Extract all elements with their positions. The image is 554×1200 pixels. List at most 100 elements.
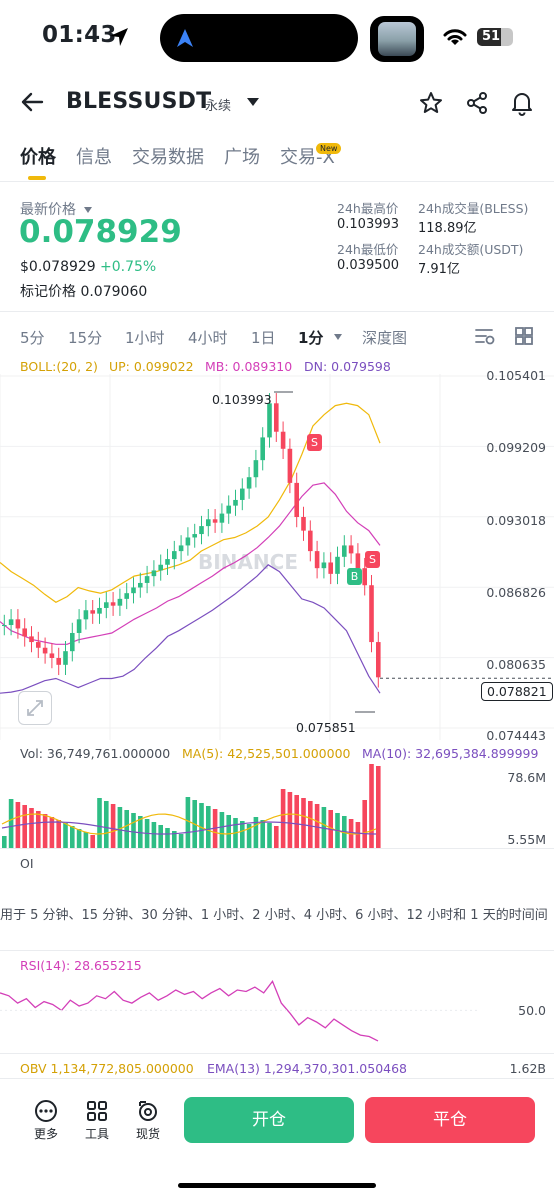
candle-up [117, 598, 123, 606]
candle-up [185, 537, 191, 546]
candle-up [138, 582, 143, 588]
volume-label: Vol: 36,749,761.000000 [20, 746, 171, 761]
indicator-settings-icon[interactable] [474, 326, 496, 346]
tools-label[interactable]: 工具 [84, 1127, 109, 1141]
volume-bar [138, 816, 143, 848]
tab-price[interactable]: 价格 [20, 147, 56, 168]
volume-bar [56, 820, 61, 848]
volume-bar [185, 797, 191, 848]
mark-price: 标记价格 0.079060 [20, 284, 148, 300]
rsi-line [0, 979, 379, 1042]
tab-info[interactable]: 信息 [76, 147, 112, 168]
volume-bar [76, 829, 82, 848]
volume-bar [178, 834, 184, 848]
boll-lower-line [0, 564, 381, 694]
obv-ema: EMA(13) 1,294,370,301.050468 [207, 1061, 408, 1076]
volume-bar [246, 824, 252, 848]
spot-label[interactable]: 现货 [135, 1127, 160, 1141]
rsi-chart [0, 979, 480, 1042]
candle-up [131, 587, 136, 594]
close-position-button[interactable]: 平仓 [365, 1097, 535, 1143]
tab-square[interactable]: 广场 [224, 147, 260, 168]
volume-bar [70, 826, 75, 848]
candle-down [355, 553, 361, 569]
volume-bar [206, 806, 211, 848]
volume-bar [314, 804, 320, 848]
sell-signal: S [365, 551, 380, 568]
candle-down [36, 642, 41, 648]
more-label[interactable]: 更多 [33, 1127, 58, 1141]
tf-4h[interactable]: 4小时 [188, 329, 228, 347]
spot-icon[interactable] [136, 1099, 160, 1123]
caret-down-icon[interactable] [333, 333, 343, 341]
vol-24h-label: 24h成交量(BLESS) [418, 201, 529, 216]
location-arrow-icon [110, 28, 128, 46]
boll-mb: MB: 0.089310 [205, 359, 293, 374]
new-badge: New [316, 143, 342, 154]
oi-label: OI [20, 856, 34, 871]
tab-trading-data[interactable]: 交易数据 [132, 147, 204, 168]
candle-up [151, 570, 157, 577]
price-change: +0.75% [100, 259, 157, 275]
chart-low-label: 0.075851 [296, 720, 356, 735]
volume-bar [219, 812, 225, 848]
candle-up [335, 556, 340, 574]
volume-bar [90, 835, 95, 848]
candle-up [8, 619, 14, 626]
fullscreen-button[interactable] [18, 691, 52, 725]
header-divider [0, 181, 554, 182]
candle-down [22, 628, 27, 637]
candle-down [212, 519, 218, 523]
tf-1d[interactable]: 1日 [251, 329, 276, 347]
volume-bar [49, 817, 55, 848]
oi-divider [0, 950, 554, 951]
tf-depth[interactable]: 深度图 [362, 329, 408, 347]
volume-bar [280, 789, 286, 848]
candle-up [199, 526, 204, 535]
home-indicator [178, 1183, 376, 1188]
volume-divider [0, 848, 554, 849]
current-price-tag: 0.078821 [481, 682, 553, 701]
symbol-title[interactable]: BLESSUSDT [66, 89, 212, 114]
volume-bar [274, 826, 279, 848]
bell-icon[interactable] [510, 90, 534, 116]
high-24h-value: 0.103993 [337, 217, 400, 232]
tf-1m[interactable]: 1分 [298, 329, 324, 347]
volume-bar [36, 811, 41, 848]
price-axis-label: 0.086826 [486, 585, 546, 600]
candle-up [70, 632, 75, 652]
candle-up [178, 545, 184, 552]
price-divider [0, 311, 554, 312]
volume-bar [301, 798, 306, 848]
open-position-button[interactable]: 开仓 [184, 1097, 354, 1143]
more-icon[interactable] [34, 1099, 58, 1123]
candle-down [348, 545, 354, 554]
volume-bar [362, 800, 367, 848]
tab-bar: 价格 信息 交易数据 广场 交易-X [20, 143, 355, 169]
price-axis-label: 0.093018 [486, 513, 546, 528]
last-price-label[interactable]: 最新价格 [20, 199, 93, 219]
tf-15m[interactable]: 15分 [68, 329, 103, 347]
candle-down [15, 619, 21, 629]
price-usd: $0.078929 [20, 259, 96, 275]
caret-down-icon[interactable] [246, 97, 260, 107]
tf-1h[interactable]: 1小时 [125, 329, 165, 347]
candle-down [90, 610, 95, 614]
layout-grid-icon[interactable] [514, 326, 534, 346]
sell-signal: S [307, 434, 322, 451]
favorite-star-icon[interactable] [419, 91, 443, 115]
tools-icon[interactable] [85, 1099, 109, 1123]
candle-up [226, 505, 231, 514]
share-icon[interactable] [465, 91, 489, 115]
volume-bar [226, 815, 231, 848]
tf-5m[interactable]: 5分 [20, 329, 45, 347]
navigation-arrow-icon [177, 29, 193, 47]
active-tab-indicator [28, 176, 46, 180]
boll-up: UP: 0.099022 [109, 359, 194, 374]
contract-type-label[interactable]: 永续 [205, 99, 232, 114]
amount-24h-label: 24h成交额(USDT) [418, 242, 524, 257]
volume-bar [294, 795, 299, 848]
back-arrow-icon[interactable] [20, 91, 44, 113]
boll-label: BOLL:(20, 2) [20, 359, 98, 374]
candlestick-chart[interactable]: BINANCE [0, 374, 554, 740]
